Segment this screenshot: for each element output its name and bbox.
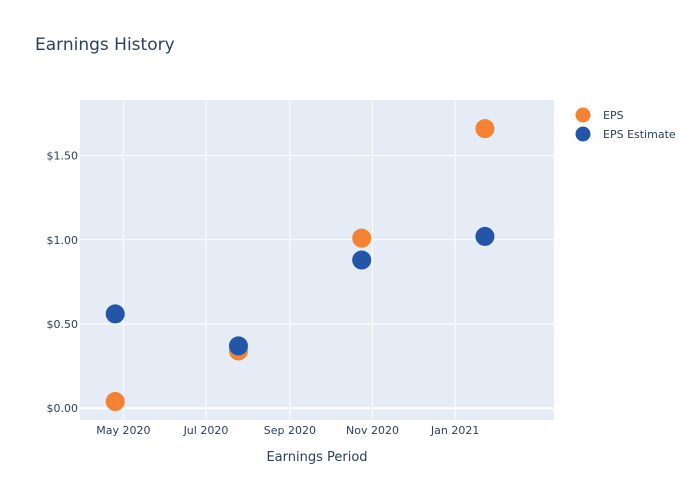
legend[interactable]: EPS EPS Estimate [575,107,676,142]
legend-item-eps[interactable]: EPS [575,107,624,123]
x-tick-label: Jan 2021 [430,424,479,437]
x-tick-label: Nov 2020 [346,424,399,437]
legend-label: EPS [603,109,624,122]
eps-point[interactable] [475,119,495,139]
eps-estimate-point[interactable] [352,250,372,270]
legend-marker [575,126,591,142]
x-tick-label: Jul 2020 [183,424,229,437]
y-tick-label: $1.00 [47,234,79,247]
y-tick-label: $1.50 [47,150,79,163]
eps-estimate-point[interactable] [105,304,125,324]
legend-marker [575,107,591,123]
y-tick-label: $0.50 [47,318,79,331]
series-eps-estimate [105,226,495,356]
eps-estimate-point[interactable] [228,336,248,356]
legend-label: EPS Estimate [603,128,676,141]
chart-title: Earnings History [35,35,175,55]
y-axis-ticks: $0.00 $0.50 $1.00 $1.50 [47,150,79,416]
eps-estimate-point[interactable] [475,226,495,246]
data-points [105,119,495,411]
plot-area [80,100,554,420]
eps-point[interactable] [105,391,125,411]
grid-lines [80,100,554,420]
legend-item-eps-estimate[interactable]: EPS Estimate [575,126,676,142]
eps-point[interactable] [352,228,372,248]
x-tick-label: May 2020 [96,424,150,437]
x-axis-ticks: May 2020 Jul 2020 Sep 2020 Nov 2020 Jan 2021 [96,424,479,437]
y-tick-label: $0.00 [47,402,79,415]
x-axis-title: Earnings Period [266,450,367,465]
x-tick-label: Sep 2020 [264,424,316,437]
